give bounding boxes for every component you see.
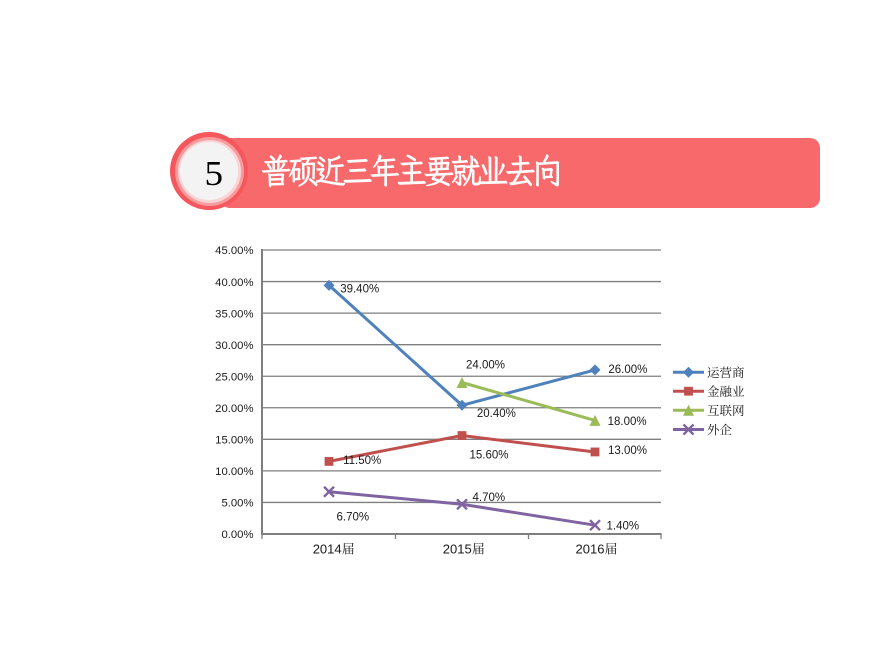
svg-text:15.00%: 15.00%: [215, 435, 253, 447]
svg-text:0.00%: 0.00%: [221, 529, 253, 541]
svg-text:2016: 2016: [576, 542, 605, 557]
svg-text:2014: 2014: [313, 542, 342, 557]
svg-text:24.00%: 24.00%: [466, 359, 505, 371]
svg-text:45.00%: 45.00%: [215, 245, 253, 257]
svg-text:18.00%: 18.00%: [608, 416, 647, 428]
svg-text:5.00%: 5.00%: [221, 498, 253, 510]
svg-text:15.60%: 15.60%: [470, 450, 509, 462]
svg-text:20.40%: 20.40%: [477, 408, 516, 420]
svg-text:25.00%: 25.00%: [215, 371, 253, 383]
svg-text:13.00%: 13.00%: [608, 445, 647, 457]
svg-text:35.00%: 35.00%: [215, 308, 253, 320]
svg-text:30.00%: 30.00%: [215, 340, 253, 352]
svg-text:39.40%: 39.40%: [340, 284, 379, 296]
svg-text:1.40%: 1.40%: [607, 521, 640, 533]
svg-text:40.00%: 40.00%: [215, 277, 253, 289]
svg-text:2015: 2015: [443, 542, 472, 557]
svg-text:20.00%: 20.00%: [215, 403, 253, 415]
svg-text:11.50%: 11.50%: [343, 455, 381, 467]
svg-text:10.00%: 10.00%: [215, 466, 253, 478]
svg-text:4.70%: 4.70%: [473, 492, 506, 504]
svg-text:6.70%: 6.70%: [337, 511, 370, 523]
svg-text:26.00%: 26.00%: [608, 364, 647, 376]
